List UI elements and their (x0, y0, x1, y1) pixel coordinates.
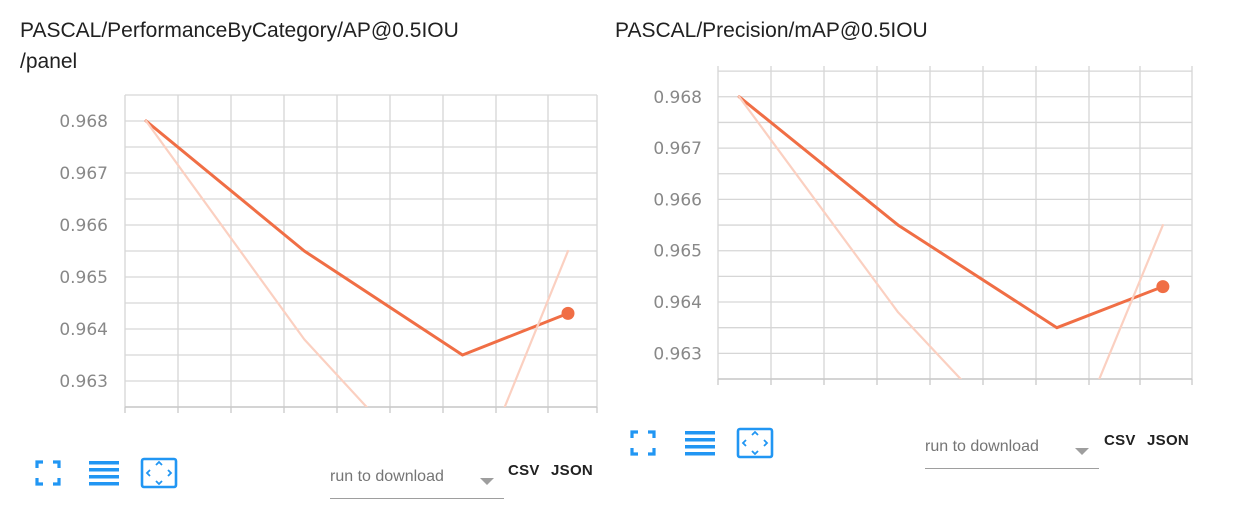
zoom-domain-icon[interactable] (736, 427, 774, 459)
run-to-download-label: run to download (330, 468, 444, 485)
y-tick-label: 0.963 (653, 344, 702, 364)
y-tick-label: 0.968 (653, 88, 702, 108)
line-chart-ap-by-category[interactable]: 0.968 0.967 0.966 0.965 0.964 0.963 (0, 0, 620, 420)
smoothed-series-line (737, 95, 1165, 330)
fit-to-screen-icon[interactable] (630, 430, 656, 456)
dropdown-arrow-icon (1075, 448, 1089, 455)
raw-series-line (145, 119, 570, 407)
line-chart-map-precision[interactable]: 0.968 0.967 0.966 0.965 0.964 0.963 (0, 0, 1239, 400)
y-tick-label: 0.966 (653, 190, 702, 210)
run-to-download-select[interactable]: run to download (330, 464, 504, 499)
list-icon[interactable] (88, 459, 120, 487)
zoom-domain-icon[interactable] (140, 457, 178, 489)
csv-download-link[interactable]: CSV (1104, 432, 1136, 449)
chart-title-continued: /panel (20, 50, 78, 73)
run-to-download-label: run to download (925, 438, 1039, 455)
chart-title: PASCAL/PerformanceByCategory/AP@0.5IOU (20, 19, 459, 42)
last-point-marker (561, 306, 575, 320)
json-download-link[interactable]: JSON (1147, 432, 1190, 449)
json-download-link[interactable]: JSON (551, 462, 594, 479)
run-to-download-select[interactable]: run to download (925, 434, 1099, 469)
y-tick-label: 0.964 (653, 293, 702, 313)
chart-title: PASCAL/Precision/mAP@0.5IOU (615, 19, 928, 42)
y-tick-label: 0.965 (59, 268, 108, 288)
smoothed-series-line (144, 119, 570, 357)
list-icon[interactable] (684, 429, 716, 457)
y-tick-label: 0.968 (59, 112, 108, 132)
y-tick-label: 0.964 (59, 320, 108, 340)
y-tick-label: 0.966 (59, 216, 108, 236)
last-point-marker (1156, 280, 1170, 294)
grid (717, 66, 1193, 385)
y-tick-label: 0.967 (59, 164, 108, 184)
y-tick-label: 0.967 (653, 139, 702, 159)
raw-series-line (738, 95, 1165, 379)
dropdown-arrow-icon (480, 478, 494, 485)
y-tick-label: 0.963 (59, 372, 108, 392)
csv-download-link[interactable]: CSV (508, 462, 540, 479)
grid (124, 94, 598, 413)
fit-to-screen-icon[interactable] (35, 460, 61, 486)
y-tick-label: 0.965 (653, 242, 702, 262)
